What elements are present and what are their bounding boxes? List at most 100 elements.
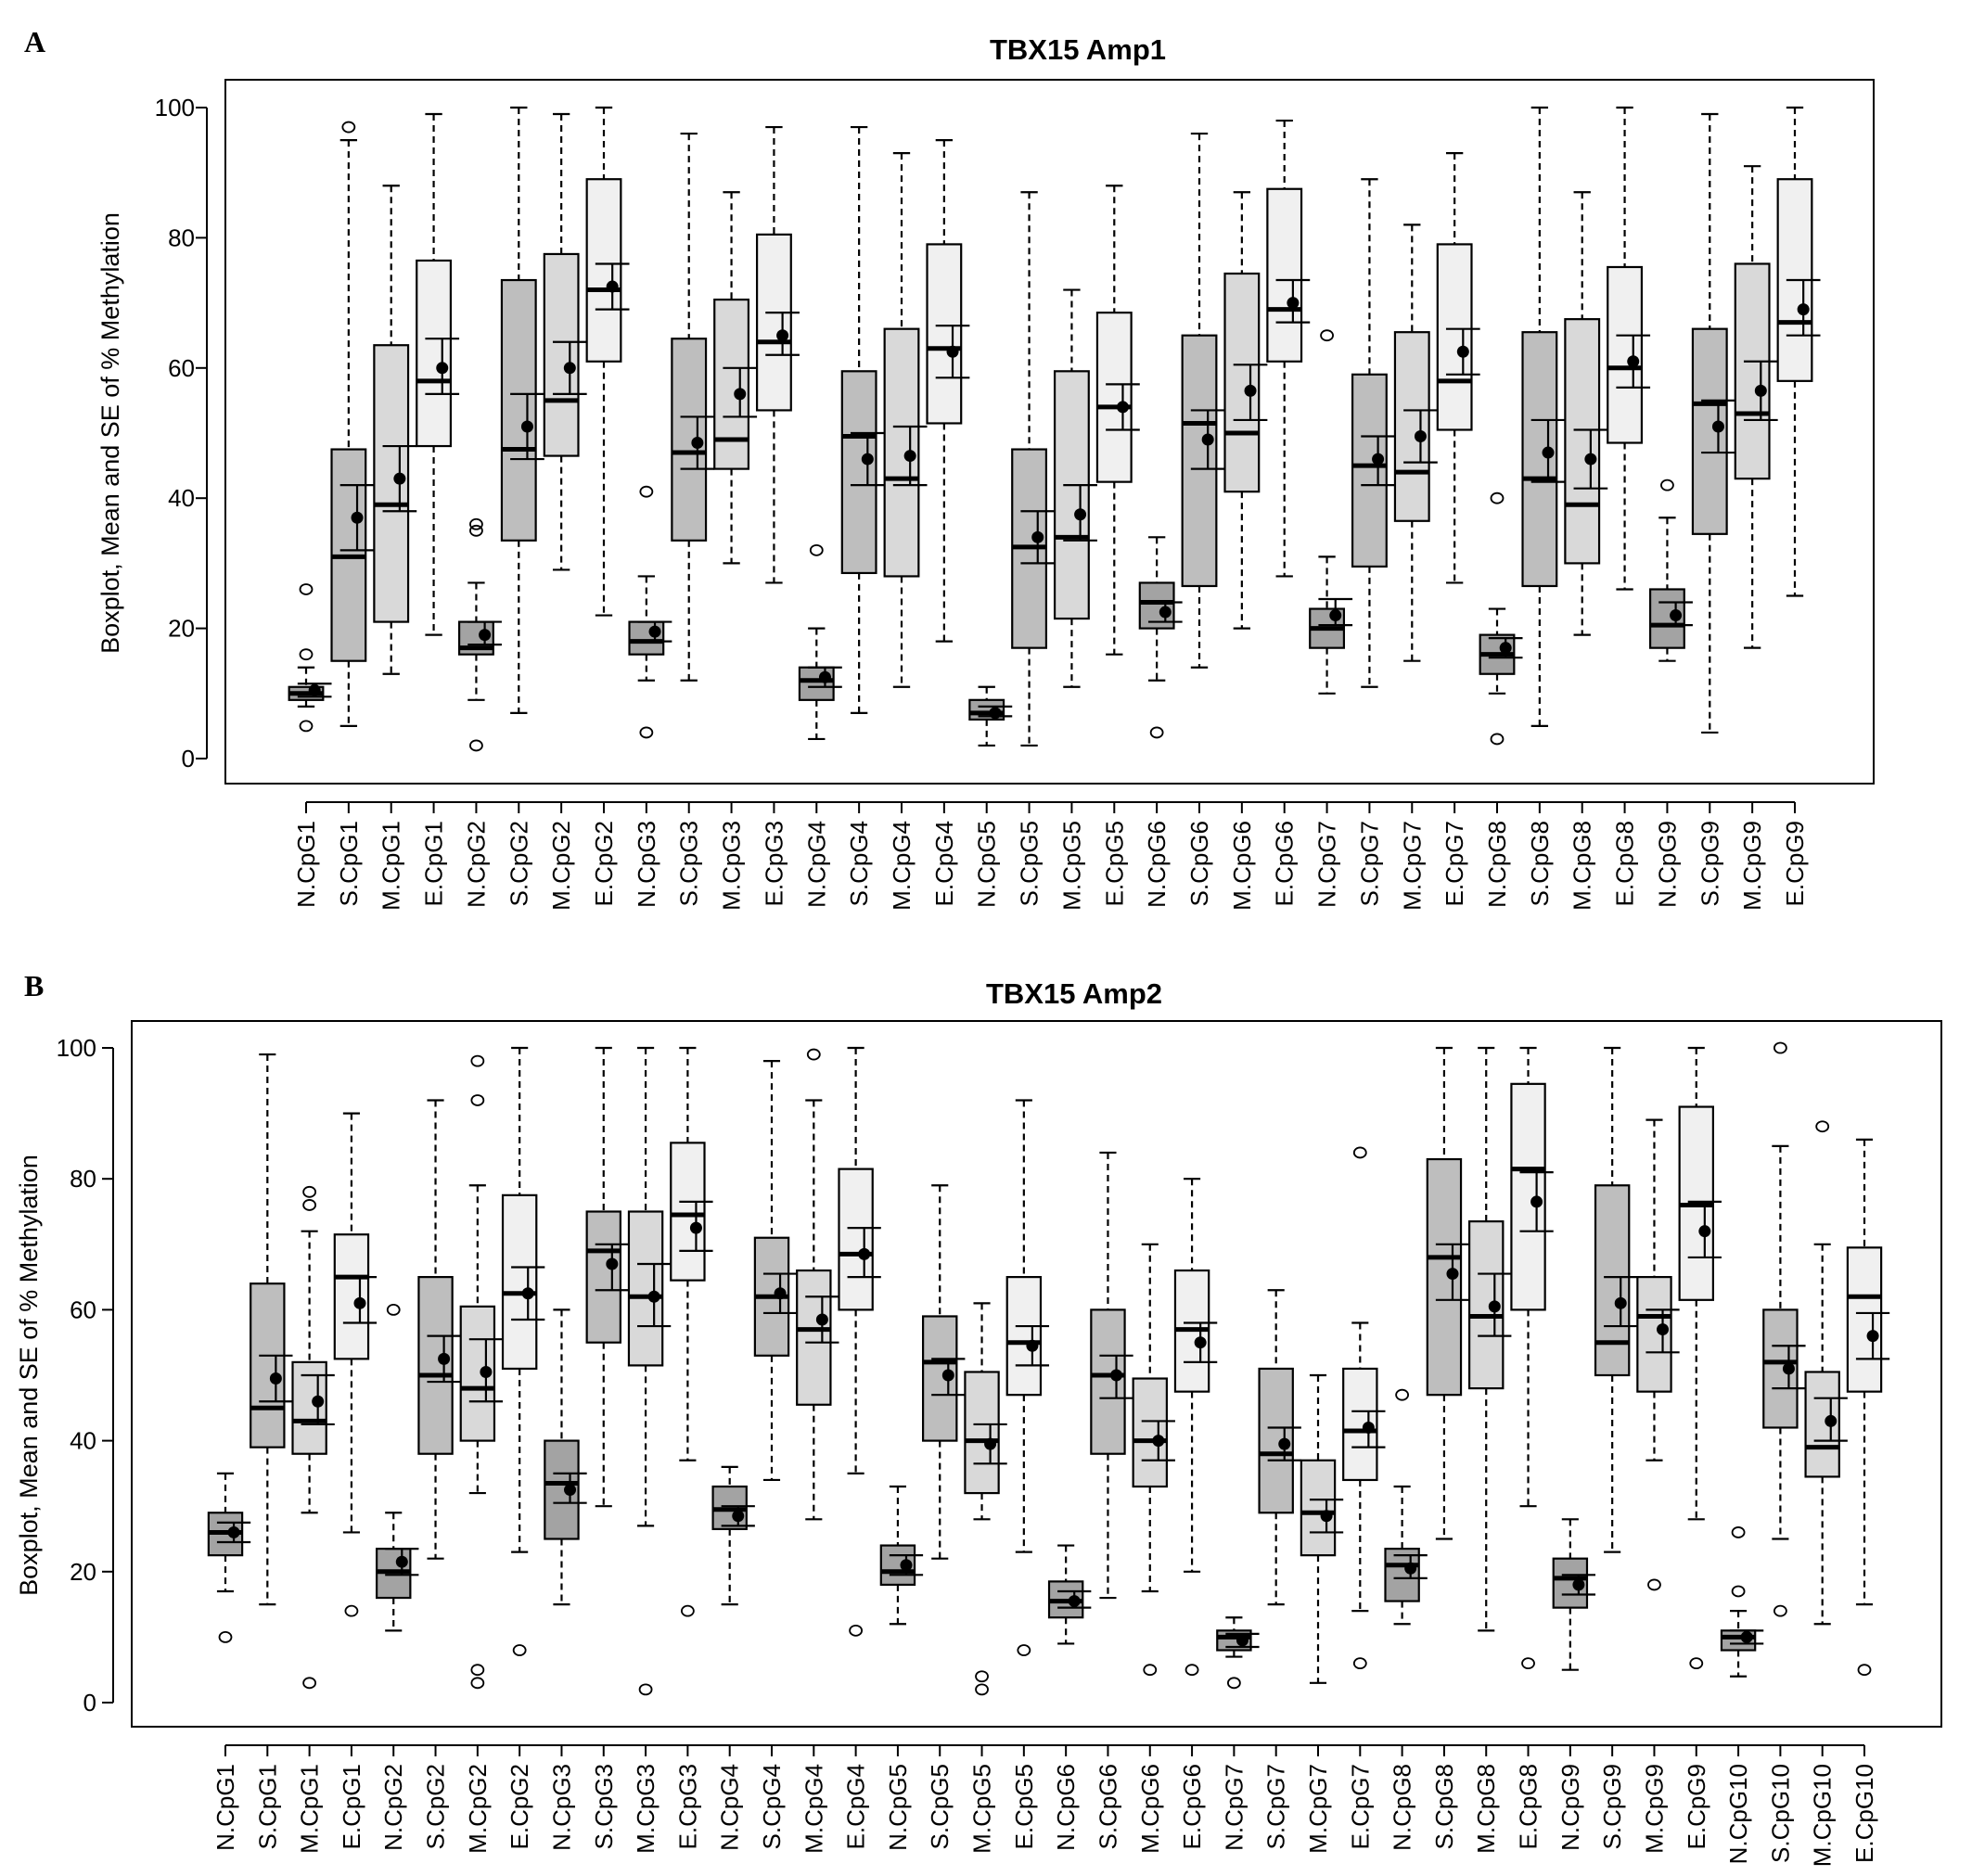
mean-point <box>1797 303 1810 316</box>
box-iqr <box>627 1210 664 1367</box>
box-N.CpG5 <box>879 1485 924 1626</box>
mean-point <box>861 453 874 466</box>
box-iqr <box>1300 1459 1337 1557</box>
mean-point <box>606 1257 619 1270</box>
x-tick-label: S.CpG9 <box>1696 821 1723 907</box>
box-iqr <box>1132 1377 1168 1488</box>
box-M.CpG9 <box>1734 165 1778 649</box>
outlier-point <box>470 1664 485 1677</box>
x-tick-label: N.CpG9 <box>1556 1764 1584 1851</box>
mean-point <box>312 1395 325 1408</box>
panel-b: B TBX15 Amp2 Boxplot, Mean and SE of % M… <box>15 969 1942 1867</box>
box-N.CpG9 <box>1552 1518 1596 1671</box>
outlier-point <box>975 1670 989 1683</box>
mean-point <box>1698 1225 1711 1238</box>
x-tick-label: E.CpG1 <box>338 1764 365 1850</box>
mean-point <box>564 1484 577 1497</box>
outlier-point <box>1773 1041 1787 1054</box>
box-M.CpG1 <box>373 185 417 675</box>
x-tick-label: M.CpG6 <box>1136 1764 1164 1854</box>
x-tick-label: E.CpG6 <box>1271 821 1299 907</box>
box-iqr <box>1607 265 1644 444</box>
x-tick-label: S.CpG10 <box>1766 1764 1794 1863</box>
x-tick-label: E.CpG8 <box>1611 821 1639 907</box>
box-iqr <box>796 1269 832 1406</box>
x-tick-label: N.CpG7 <box>1313 821 1341 908</box>
box-iqr <box>755 233 792 412</box>
x-tick-label: E.CpG6 <box>1178 1764 1206 1850</box>
mean-point <box>480 1365 493 1378</box>
box-iqr <box>1351 373 1388 568</box>
x-tick-label: M.CpG4 <box>800 1764 827 1854</box>
box-M.CpG9 <box>1636 1118 1680 1591</box>
mean-point <box>1372 453 1385 466</box>
outlier-point <box>1184 1664 1199 1677</box>
box-iqr <box>1090 1308 1126 1455</box>
x-tick-label: N.CpG8 <box>1483 821 1511 908</box>
outlier-point <box>512 1644 527 1656</box>
x-tick-label: E.CpG3 <box>760 821 788 907</box>
x-tick-label: N.CpG1 <box>292 821 320 908</box>
box-iqr <box>1393 331 1430 522</box>
mean-point <box>436 362 449 375</box>
mean-point <box>900 1559 913 1572</box>
outlier-point <box>1689 1657 1704 1670</box>
box-iqr <box>1436 243 1473 431</box>
y-tick-label: 0 <box>182 745 195 772</box>
mean-point <box>689 1221 702 1234</box>
box-iqr <box>543 252 580 457</box>
mean-point <box>479 629 492 642</box>
x-tick-label: S.CpG1 <box>335 821 363 907</box>
outlier-point <box>849 1624 864 1637</box>
box-N.CpG9 <box>1648 479 1693 662</box>
x-tick-label: M.CpG8 <box>1569 821 1596 911</box>
box-E.CpG3 <box>670 1046 713 1617</box>
box-S.CpG5 <box>1011 191 1056 747</box>
x-tick-label: S.CpG6 <box>1094 1764 1121 1850</box>
mean-point <box>1244 384 1257 397</box>
mean-point <box>353 1296 366 1309</box>
x-tick-label: M.CpG4 <box>888 821 916 911</box>
x-tick-label: M.CpG2 <box>547 821 575 911</box>
outlier-point <box>806 1048 821 1061</box>
x-tick-label: S.CpG1 <box>253 1764 281 1850</box>
mean-point <box>648 625 661 638</box>
panel-a: A TBX15 Amp1 Boxplot, Mean and SE of % M… <box>24 25 1875 911</box>
mean-point <box>774 1287 787 1300</box>
outlier-point <box>1352 1146 1367 1159</box>
box-iqr <box>1223 272 1261 493</box>
x-tick-label: E.CpG9 <box>1781 821 1809 907</box>
box-S.CpG6 <box>1090 1151 1133 1600</box>
mean-point <box>1542 446 1555 459</box>
box-M.CpG7 <box>1393 223 1438 662</box>
outlier-point <box>1647 1578 1661 1591</box>
mean-point <box>351 511 364 524</box>
x-tick-label: M.CpG7 <box>1304 1764 1332 1854</box>
mean-point <box>521 1287 534 1300</box>
y-tick-label: 20 <box>168 615 195 643</box>
outlier-point <box>1731 1526 1746 1538</box>
mean-point <box>1320 1510 1333 1523</box>
box-iqr <box>1053 370 1090 620</box>
x-tick-label: E.CpG4 <box>930 821 958 907</box>
box-iqr <box>459 1305 496 1442</box>
y-tick-label: 40 <box>168 484 195 512</box>
box-M.CpG8 <box>1468 1046 1512 1632</box>
box-E.CpG1 <box>416 112 460 636</box>
mean-point <box>1159 606 1172 619</box>
mean-point <box>691 437 704 450</box>
outlier-point <box>386 1304 401 1316</box>
x-tick-label: M.CpG3 <box>718 821 746 911</box>
x-tick-label: S.CpG9 <box>1598 1764 1626 1850</box>
mean-point <box>1456 345 1469 358</box>
box-S.CpG9 <box>1594 1046 1638 1553</box>
outlier-point <box>470 1054 485 1067</box>
x-tick-label: N.CpG5 <box>884 1764 912 1851</box>
mean-point <box>1530 1195 1543 1208</box>
panel-letter: B <box>24 969 44 1002</box>
box-M.CpG6 <box>1132 1243 1175 1677</box>
mean-point <box>1287 297 1300 310</box>
outlier-point <box>469 739 483 752</box>
mean-point <box>269 1372 282 1385</box>
box-E.CpG4 <box>926 139 970 643</box>
